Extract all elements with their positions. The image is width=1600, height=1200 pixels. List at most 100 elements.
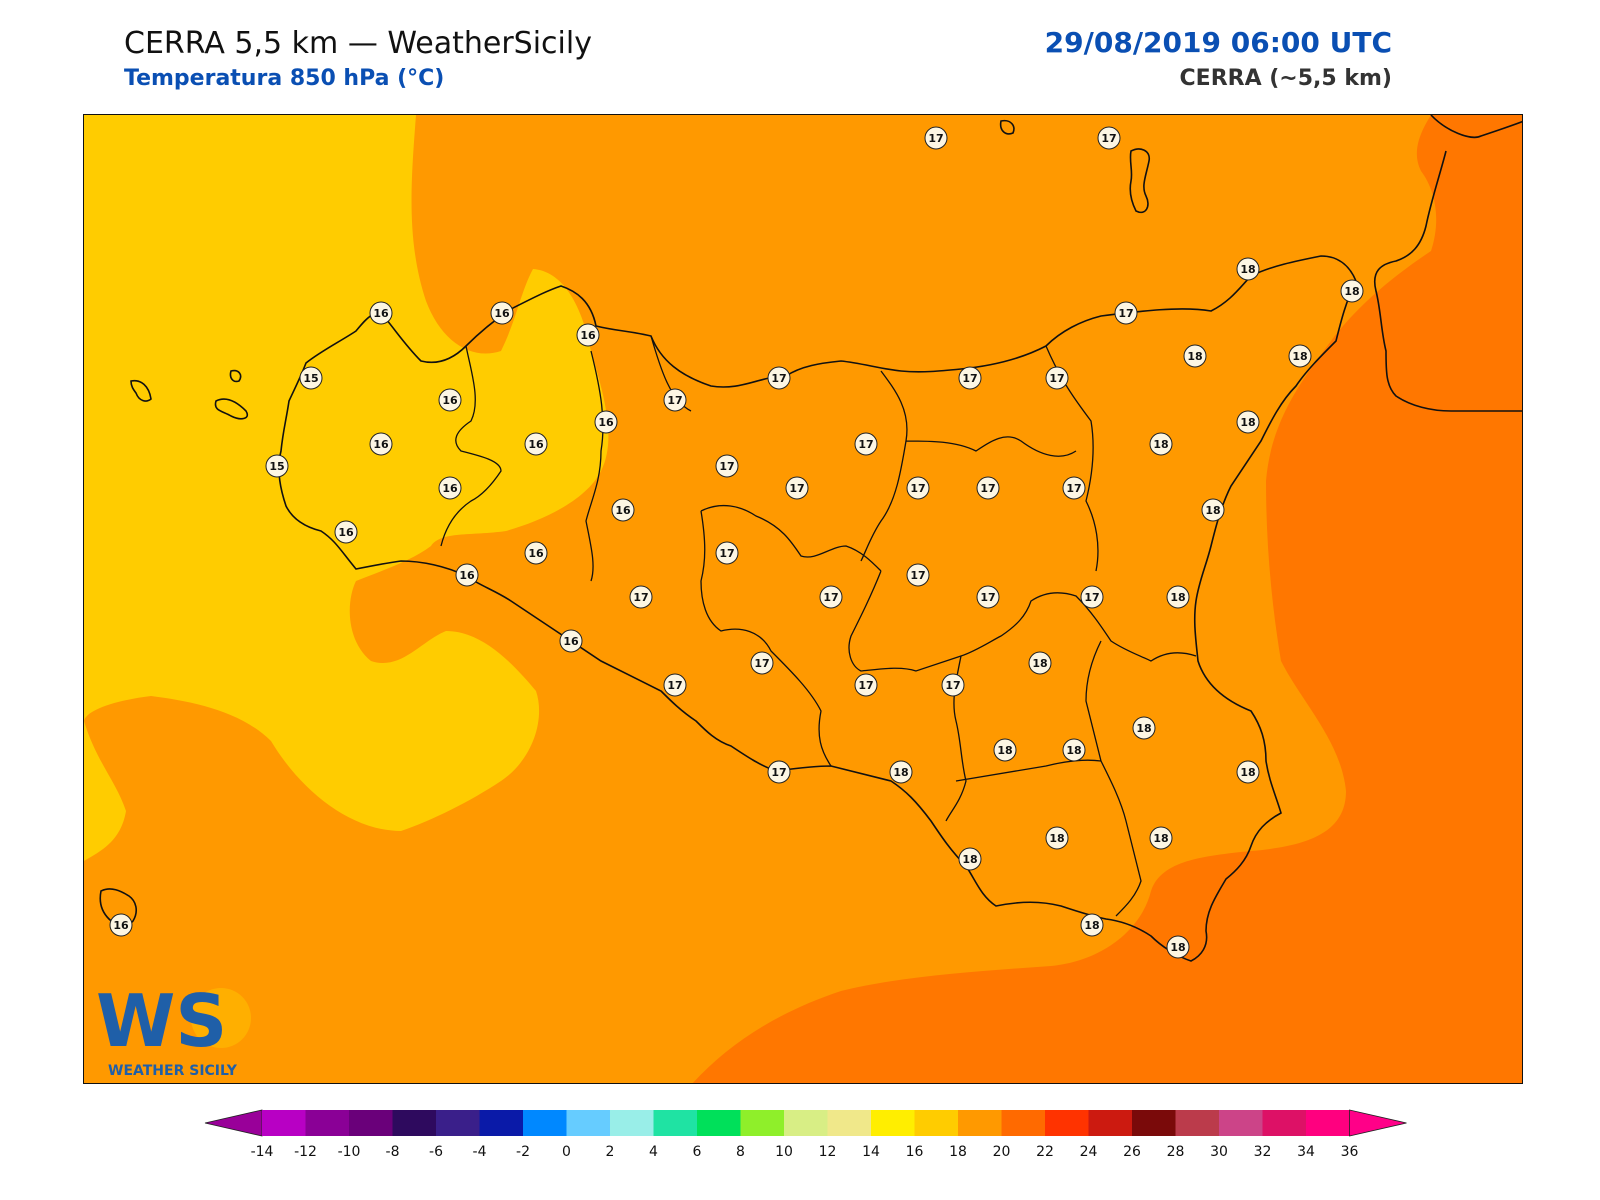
label-marker [438,476,462,500]
label-value: 18 [1240,263,1255,276]
label-value: 17 [1101,132,1116,145]
temperature-label: 18 [993,738,1017,762]
temperature-label: 17 [785,476,809,500]
label-value: 16 [615,504,631,517]
temperature-label: 16 [109,913,133,937]
label-value: 17 [980,482,995,495]
label-marker [109,913,133,937]
map-title: CERRA 5,5 km — WeatherSicily [124,26,592,61]
temperature-label: 18 [1045,826,1069,850]
temperature-label: 18 [1149,826,1173,850]
label-marker [819,585,843,609]
colorbar-arrow-right [1349,1109,1407,1137]
colorbar-tick-label: 16 [906,1144,924,1160]
label-marker [1236,257,1260,281]
label-marker [663,388,687,412]
label-marker [958,847,982,871]
temperature-label: 16 [594,410,618,434]
colorbar-tick-label: -12 [294,1144,317,1160]
colorbar-ticks: -14 -12 -10 -8 -6 -4 -2 0 2 4 6 8 10 12 14 16 18 20 22 24 26… [251,1144,1359,1160]
colorbar-tick-label: 20 [993,1144,1011,1160]
label-value: 15 [303,372,318,385]
colorbar-tick-label: -6 [429,1144,443,1160]
label-marker [1288,344,1312,368]
label-value: 17 [1084,591,1099,604]
label-marker [1236,410,1260,434]
colorbar-tick-label: 12 [819,1144,837,1160]
temperature-label: 17 [629,585,653,609]
label-value: 17 [910,569,925,582]
label-value: 18 [1292,350,1307,363]
label-value: 18 [1049,832,1064,845]
colorbar-tick-label: 28 [1167,1144,1185,1160]
label-marker [854,432,878,456]
colorbar-swatch [1262,1110,1307,1136]
temperature-label: 17 [958,366,982,390]
colorbar-swatch [653,1110,698,1136]
colorbar-tick-label: 18 [949,1144,967,1160]
temperature-label: 17 [715,454,739,478]
temperature-label: 16 [369,432,393,456]
label-marker [906,563,930,587]
label-value: 16 [442,394,458,407]
colorbar-swatch [1306,1110,1350,1136]
colorbar-tick-label: 32 [1254,1144,1272,1160]
label-marker [438,388,462,412]
label-marker [576,323,600,347]
label-marker [889,760,913,784]
temperature-label: 18 [1028,651,1052,675]
ws-logo-graphic: WS WEATHER SICILY [96,979,251,1079]
colorbar-tick-label: 30 [1210,1144,1228,1160]
colorbar-swatch [697,1110,741,1136]
label-marker [334,520,358,544]
temperature-label: 17 [767,760,791,784]
label-value: 16 [373,438,389,451]
label-value: 16 [442,482,458,495]
colorbar-swatches [204,1109,1407,1137]
label-value: 18 [997,744,1012,757]
label-value: 16 [528,547,544,560]
label-value: 18 [1205,504,1220,517]
colorbar-tick-label: 22 [1036,1144,1054,1160]
colorbar-swatch [1175,1110,1220,1136]
label-value: 17 [667,394,682,407]
sicily-coast [278,255,1357,962]
temperature-label: 17 [663,388,687,412]
forecast-datetime: 29/08/2019 06:00 UTC [1044,26,1392,59]
label-value: 17 [719,547,734,560]
colorbar-swatch [1219,1110,1263,1136]
temperature-label: 17 [906,563,930,587]
temperature-label: 17 [976,585,1000,609]
colorbar-tick-label: 36 [1341,1144,1359,1160]
label-value: 17 [858,679,873,692]
temperature-label: 18 [1166,935,1190,959]
label-marker [594,410,618,434]
temperature-label: 17 [854,432,878,456]
band-18-20-east [692,115,1522,1083]
label-marker [1149,432,1173,456]
temperature-label: 16 [369,301,393,325]
label-marker [924,126,948,150]
label-marker [750,651,774,675]
label-value: 17 [910,482,925,495]
temperature-label: 17 [924,126,948,150]
calabria-coast [1374,115,1522,412]
logo-caption: WEATHER SICILY [108,1063,238,1078]
label-marker [1045,366,1069,390]
colorbar-tick-label: 24 [1080,1144,1098,1160]
colorbar-swatch [740,1110,785,1136]
temperature-label: 17 [976,476,1000,500]
label-marker [854,673,878,697]
label-marker [785,476,809,500]
label-marker [1149,826,1173,850]
label-marker [715,541,739,565]
label-marker [976,585,1000,609]
label-value: 18 [1170,941,1185,954]
colorbar: -14 -12 -10 -8 -6 -4 -2 0 2 4 6 8 10 12 14 16 18 20 22 24 26… [204,1109,1407,1160]
label-value: 16 [580,329,596,342]
colorbar-swatch [523,1110,567,1136]
label-marker [611,498,635,522]
temperature-label: 16 [576,323,600,347]
label-marker [1132,716,1156,740]
label-marker [265,454,289,478]
